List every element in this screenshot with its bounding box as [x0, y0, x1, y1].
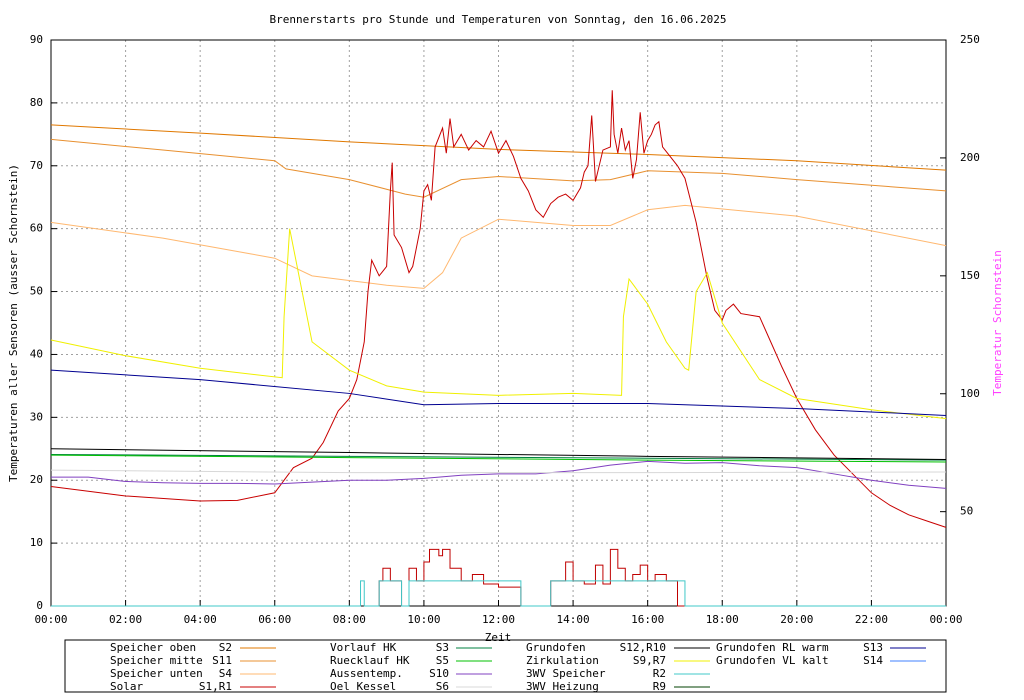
legend-label: Speicher oben — [110, 641, 196, 654]
legend-label: Grundofen VL kalt — [716, 654, 829, 667]
y-tick-label: 40 — [30, 347, 43, 360]
plot-frame — [50, 39, 947, 607]
legend-sensor: S1,R1 — [199, 680, 232, 693]
legend-sensor: R9 — [653, 680, 666, 693]
x-tick-label: 22:00 — [855, 613, 888, 626]
y-tick-label: 10 — [30, 536, 43, 549]
legend-label: Aussentemp. — [330, 667, 403, 680]
legend-sensor: S2 — [219, 641, 232, 654]
legend-sensor: S9,R7 — [633, 654, 666, 667]
y-tick-label: 0 — [36, 599, 43, 612]
y-tick-label: 30 — [30, 410, 43, 423]
legend-label: Speicher mitte — [110, 654, 203, 667]
series-line — [50, 124, 947, 171]
y-tick-label: 90 — [30, 33, 43, 46]
x-tick-label: 02:00 — [109, 613, 142, 626]
series-line — [50, 453, 947, 461]
series-line — [50, 469, 947, 474]
legend-label: Oel Kessel — [330, 680, 396, 693]
y-tick-label: 60 — [30, 222, 43, 235]
series-line — [50, 138, 947, 198]
y-tick-label: 70 — [30, 159, 43, 172]
x-tick-label: 12:00 — [482, 613, 515, 626]
legend-label: 3WV Speicher — [526, 667, 606, 680]
y2-tick-label: 100 — [960, 387, 980, 400]
x-tick-label: 10:00 — [407, 613, 440, 626]
legend-sensor: S5 — [436, 654, 449, 667]
legend-sensor: S14 — [863, 654, 883, 667]
y2-tick-label: 150 — [960, 269, 980, 282]
x-tick-label: 08:00 — [333, 613, 366, 626]
legend-sensor: S11 — [212, 654, 232, 667]
legend-sensor: S6 — [436, 680, 449, 693]
x-tick-label: 04:00 — [184, 613, 217, 626]
x-tick-label: 00:00 — [34, 613, 67, 626]
x-tick-label: 14:00 — [557, 613, 590, 626]
legend-sensor: S13 — [863, 641, 883, 654]
y2-tick-label: 200 — [960, 151, 980, 164]
y2-tick-label: 250 — [960, 33, 980, 46]
chart-title: Brennerstarts pro Stunde und Temperature… — [270, 13, 727, 26]
series-line — [50, 369, 947, 416]
legend-label: Zirkulation — [526, 654, 599, 667]
series-line — [50, 448, 947, 460]
x-tick-label: 06:00 — [258, 613, 291, 626]
legend-sensor: S3 — [436, 641, 449, 654]
legend-box — [64, 639, 947, 693]
legend-sensor: S10 — [429, 667, 449, 680]
x-tick-label: 00:00 — [929, 613, 962, 626]
y-tick-label: 80 — [30, 96, 43, 109]
y2-axis-label: Temperatur Schornstein — [991, 250, 1004, 396]
x-tick-label: 16:00 — [631, 613, 664, 626]
x-axis-label: Zeit — [485, 631, 512, 644]
x-tick-label: 20:00 — [780, 613, 813, 626]
y2-tick-label: 50 — [960, 505, 973, 518]
legend-label: Vorlauf HK — [330, 641, 397, 654]
legend-sensor: S4 — [219, 667, 233, 680]
legend-label: Solar — [110, 680, 143, 693]
y-tick-label: 20 — [30, 473, 43, 486]
series-line — [51, 580, 946, 607]
legend-label: Grundofen RL warm — [716, 641, 829, 654]
legend-label: Grundofen — [526, 641, 586, 654]
y-tick-label: 50 — [30, 285, 43, 298]
legend-label: 3WV Heizung — [526, 680, 599, 693]
legend-sensor: R2 — [653, 667, 666, 680]
x-tick-label: 18:00 — [706, 613, 739, 626]
series-line — [51, 460, 947, 489]
series-line — [50, 454, 947, 463]
series-line — [50, 228, 947, 420]
legend-label: Ruecklauf HK — [330, 654, 410, 667]
legend-label: Speicher unten — [110, 667, 203, 680]
legend-sensor: S12,R10 — [620, 641, 666, 654]
y-axis-label: Temperaturen aller Sensoren (ausser Scho… — [7, 164, 20, 482]
